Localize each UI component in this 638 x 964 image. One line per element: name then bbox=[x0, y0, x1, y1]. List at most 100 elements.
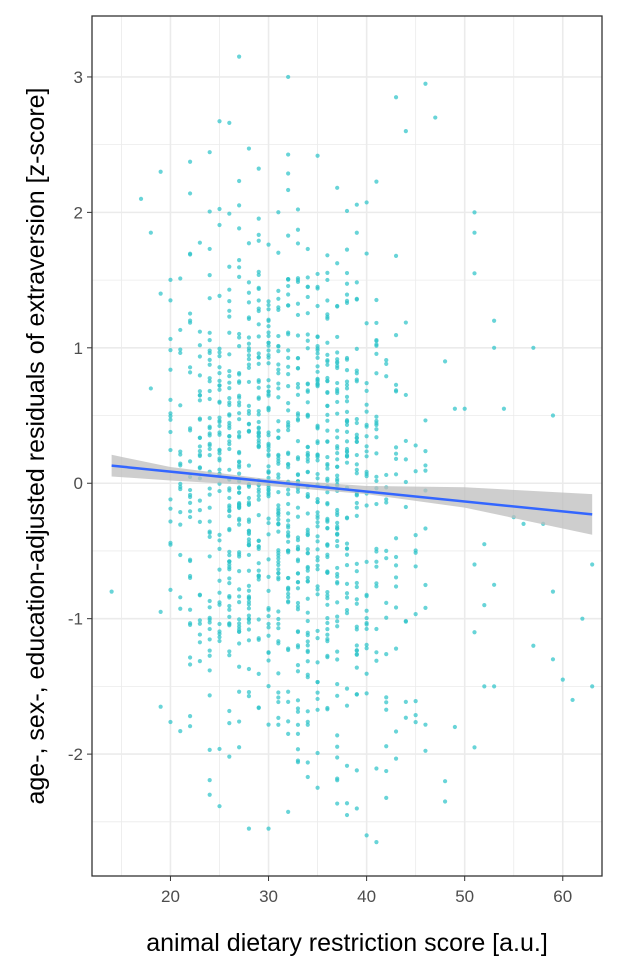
data-point bbox=[335, 360, 340, 366]
data-point bbox=[207, 598, 212, 604]
data-point bbox=[423, 448, 428, 454]
data-point bbox=[335, 473, 340, 478]
data-point bbox=[393, 729, 399, 734]
data-point bbox=[217, 638, 222, 644]
data-point bbox=[227, 649, 232, 654]
data-point bbox=[295, 580, 301, 585]
data-point bbox=[276, 472, 281, 477]
data-point bbox=[305, 547, 310, 552]
data-point bbox=[276, 639, 281, 644]
data-point bbox=[246, 826, 252, 831]
data-point bbox=[305, 400, 310, 405]
data-point bbox=[227, 549, 232, 554]
data-point bbox=[384, 768, 389, 774]
data-point bbox=[413, 564, 418, 569]
data-point bbox=[217, 346, 222, 351]
data-point bbox=[286, 355, 291, 360]
data-point bbox=[295, 709, 301, 714]
data-point bbox=[178, 463, 183, 468]
data-point bbox=[217, 350, 222, 355]
data-point bbox=[207, 778, 212, 783]
data-point bbox=[276, 367, 281, 372]
data-point bbox=[335, 350, 340, 355]
data-point bbox=[492, 582, 497, 587]
data-point bbox=[295, 600, 301, 606]
data-point bbox=[227, 603, 232, 609]
data-point bbox=[295, 276, 301, 281]
data-point bbox=[325, 653, 330, 659]
data-point bbox=[266, 684, 271, 689]
data-point bbox=[256, 440, 261, 445]
data-point bbox=[246, 602, 252, 607]
data-point bbox=[364, 449, 369, 454]
data-point bbox=[374, 766, 379, 771]
data-point bbox=[246, 613, 252, 618]
data-point bbox=[227, 708, 232, 714]
data-point bbox=[295, 607, 301, 612]
data-point bbox=[207, 605, 212, 610]
data-point bbox=[207, 441, 212, 446]
data-point bbox=[197, 632, 202, 637]
data-point bbox=[197, 452, 202, 457]
data-point bbox=[384, 497, 389, 502]
data-point bbox=[344, 449, 350, 455]
data-point bbox=[276, 511, 281, 516]
data-point bbox=[384, 695, 389, 700]
data-point bbox=[286, 233, 291, 238]
data-point bbox=[227, 528, 232, 533]
data-point bbox=[266, 650, 271, 655]
data-point bbox=[335, 451, 340, 456]
data-point bbox=[354, 768, 359, 773]
data-point bbox=[295, 312, 301, 318]
data-point bbox=[295, 663, 301, 668]
data-point bbox=[246, 411, 252, 416]
data-point bbox=[266, 588, 271, 593]
data-point bbox=[276, 475, 281, 480]
data-point bbox=[168, 347, 173, 353]
data-point bbox=[413, 713, 418, 718]
data-point bbox=[325, 500, 330, 506]
data-point bbox=[403, 129, 408, 134]
data-point bbox=[276, 506, 281, 511]
data-point bbox=[550, 657, 556, 662]
data-point bbox=[393, 563, 399, 568]
data-point bbox=[168, 519, 173, 524]
data-point bbox=[168, 429, 173, 435]
data-point bbox=[423, 463, 428, 468]
data-point bbox=[374, 626, 379, 632]
data-point bbox=[344, 357, 350, 362]
data-point bbox=[227, 374, 232, 379]
confidence-band bbox=[111, 454, 593, 535]
data-point bbox=[354, 652, 359, 657]
data-point bbox=[246, 502, 252, 507]
data-point bbox=[335, 580, 340, 585]
data-point bbox=[295, 365, 301, 371]
data-point bbox=[384, 744, 389, 749]
data-point bbox=[295, 706, 301, 711]
data-point bbox=[374, 546, 379, 551]
data-point bbox=[305, 709, 310, 714]
data-point bbox=[295, 241, 301, 246]
data-point bbox=[354, 601, 359, 606]
y-tick-label: 1 bbox=[74, 339, 83, 358]
data-point bbox=[354, 436, 359, 441]
data-point bbox=[325, 476, 330, 481]
data-point bbox=[197, 417, 202, 422]
data-point bbox=[354, 627, 359, 632]
data-point bbox=[168, 336, 173, 342]
data-point bbox=[266, 317, 271, 322]
data-point bbox=[276, 699, 281, 705]
data-point bbox=[246, 595, 252, 600]
data-point bbox=[325, 590, 330, 595]
data-point bbox=[187, 509, 193, 514]
data-point bbox=[335, 510, 340, 515]
data-point bbox=[237, 621, 242, 626]
data-point bbox=[344, 446, 350, 452]
data-point bbox=[315, 355, 320, 360]
data-point bbox=[246, 616, 252, 621]
data-point bbox=[295, 514, 301, 519]
data-point bbox=[246, 357, 252, 362]
data-point bbox=[344, 292, 350, 297]
data-point bbox=[305, 338, 310, 343]
data-point bbox=[472, 745, 477, 750]
